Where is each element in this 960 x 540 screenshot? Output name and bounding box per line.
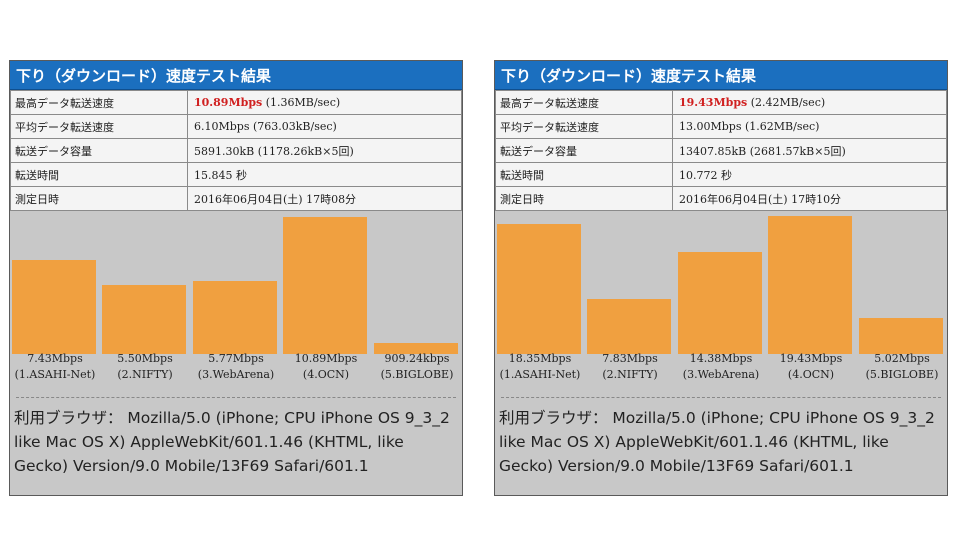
bar-5 — [374, 343, 458, 354]
bar-3 — [678, 252, 762, 354]
bar-category-label: (1.ASAHI-Net) — [14, 368, 96, 381]
bar-value-label: 18.35Mbps — [508, 352, 572, 365]
bar-value-label: 19.43Mbps — [779, 352, 843, 365]
bar-value-label: 14.38Mbps — [689, 352, 753, 365]
table-row: 転送時間 10.772 秒 — [495, 162, 947, 187]
speed-test-panel-1: 下り（ダウンロード）速度テスト結果 最高データ転送速度 10.89Mbps (1… — [9, 60, 463, 496]
row-label-datetime: 測定日時 — [495, 186, 673, 211]
max-speed-detail: (2.42MB/sec) — [747, 96, 826, 109]
row-label-avg-speed: 平均データ転送速度 — [495, 114, 673, 139]
divider — [501, 397, 941, 398]
row-value-data-size: 5891.30kB (1178.26kB×5回) — [187, 138, 462, 163]
bar-caption-1: 18.35Mbps (1.ASAHI-Net) — [495, 351, 585, 383]
row-label-data-size: 転送データ容量 — [495, 138, 673, 163]
bar-2 — [587, 299, 671, 354]
row-label-data-size: 転送データ容量 — [10, 138, 188, 163]
row-value-transfer-time: 15.845 秒 — [187, 162, 462, 187]
row-value-max-speed: 10.89Mbps (1.36MB/sec) — [187, 90, 462, 115]
row-label-transfer-time: 転送時間 — [495, 162, 673, 187]
table-row: 平均データ転送速度 6.10Mbps (763.03kB/sec) — [10, 114, 462, 139]
table-row: 最高データ転送速度 19.43Mbps (2.42MB/sec) — [495, 90, 947, 115]
bar-category-label: (5.BIGLOBE) — [380, 368, 454, 381]
row-value-transfer-time: 10.772 秒 — [672, 162, 947, 187]
user-agent-text: 利用ブラウザ： Mozilla/5.0 (iPhone; CPU iPhone … — [499, 406, 945, 478]
ua-line: 利用ブラウザ： Mozilla/5.0 (iPhone; CPU iPhone … — [499, 409, 935, 427]
result-table: 最高データ転送速度 10.89Mbps (1.36MB/sec) 平均データ転送… — [10, 90, 462, 211]
bar-value-label: 7.43Mbps — [27, 352, 83, 365]
bar-caption-2: 5.50Mbps (2.NIFTY) — [100, 351, 190, 383]
divider — [16, 397, 456, 398]
bar-category-label: (3.WebArena) — [197, 368, 275, 381]
max-speed-highlight: 10.89Mbps — [194, 96, 263, 109]
row-value-max-speed: 19.43Mbps (2.42MB/sec) — [672, 90, 947, 115]
table-row: 最高データ転送速度 10.89Mbps (1.36MB/sec) — [10, 90, 462, 115]
bar-category-label: (1.ASAHI-Net) — [499, 368, 581, 381]
bar-value-label: 5.02Mbps — [874, 352, 930, 365]
table-row: 転送時間 15.845 秒 — [10, 162, 462, 187]
bar-category-label: (2.NIFTY) — [602, 368, 658, 381]
bar-2 — [102, 285, 186, 354]
bar-category-label: (3.WebArena) — [682, 368, 760, 381]
bar-value-label: 5.77Mbps — [208, 352, 264, 365]
table-row: 転送データ容量 13407.85kB (2681.57kB×5回) — [495, 138, 947, 163]
bar-value-label: 10.89Mbps — [294, 352, 358, 365]
bar-3 — [193, 281, 277, 354]
ua-line: 利用ブラウザ： Mozilla/5.0 (iPhone; CPU iPhone … — [14, 409, 450, 427]
bar-category-label: (2.NIFTY) — [117, 368, 173, 381]
row-label-datetime: 測定日時 — [10, 186, 188, 211]
bar-caption-4: 19.43Mbps (4.OCN) — [766, 351, 856, 383]
max-speed-detail: (1.36MB/sec) — [262, 96, 341, 109]
row-value-avg-speed: 6.10Mbps (763.03kB/sec) — [187, 114, 462, 139]
row-label-transfer-time: 転送時間 — [10, 162, 188, 187]
row-value-data-size: 13407.85kB (2681.57kB×5回) — [672, 138, 947, 163]
speed-bar-chart — [495, 213, 947, 354]
ua-line: Gecko) Version/9.0 Mobile/13F69 Safari/6… — [499, 457, 854, 475]
ua-line: Gecko) Version/9.0 Mobile/13F69 Safari/6… — [14, 457, 369, 475]
bar-4 — [283, 217, 367, 354]
ua-line: like Mac OS X) AppleWebKit/601.1.46 (KHT… — [14, 433, 404, 451]
panel-title: 下り（ダウンロード）速度テスト結果 — [10, 61, 462, 90]
table-row: 測定日時 2016年06月04日(土) 17時08分 — [10, 186, 462, 211]
bar-category-label: (4.OCN) — [787, 368, 835, 381]
bar-value-label: 7.83Mbps — [602, 352, 658, 365]
row-label-max-speed: 最高データ転送速度 — [495, 90, 673, 115]
bar-caption-1: 7.43Mbps (1.ASAHI-Net) — [10, 351, 100, 383]
bar-caption-3: 14.38Mbps (3.WebArena) — [676, 351, 766, 383]
bar-1 — [12, 260, 96, 354]
speed-test-panel-2: 下り（ダウンロード）速度テスト結果 最高データ転送速度 19.43Mbps (2… — [494, 60, 948, 496]
bar-caption-4: 10.89Mbps (4.OCN) — [281, 351, 371, 383]
table-row: 平均データ転送速度 13.00Mbps (1.62MB/sec) — [495, 114, 947, 139]
table-row: 転送データ容量 5891.30kB (1178.26kB×5回) — [10, 138, 462, 163]
bar-category-label: (4.OCN) — [302, 368, 350, 381]
bar-caption-3: 5.77Mbps (3.WebArena) — [191, 351, 281, 383]
row-label-max-speed: 最高データ転送速度 — [10, 90, 188, 115]
bar-4 — [768, 216, 852, 354]
result-table: 最高データ転送速度 19.43Mbps (2.42MB/sec) 平均データ転送… — [495, 90, 947, 211]
bar-1 — [497, 224, 581, 354]
row-label-avg-speed: 平均データ転送速度 — [10, 114, 188, 139]
bar-caption-5: 909.24kbps (5.BIGLOBE) — [372, 351, 462, 383]
bar-caption-5: 5.02Mbps (5.BIGLOBE) — [857, 351, 947, 383]
bar-caption-2: 7.83Mbps (2.NIFTY) — [585, 351, 675, 383]
speed-bar-chart — [10, 213, 462, 354]
row-value-datetime: 2016年06月04日(土) 17時08分 — [187, 186, 462, 211]
table-row: 測定日時 2016年06月04日(土) 17時10分 — [495, 186, 947, 211]
bar-value-label: 909.24kbps — [384, 352, 450, 365]
bar-value-label: 5.50Mbps — [117, 352, 173, 365]
row-value-avg-speed: 13.00Mbps (1.62MB/sec) — [672, 114, 947, 139]
bar-5 — [859, 318, 943, 354]
bar-category-label: (5.BIGLOBE) — [865, 368, 939, 381]
ua-line: like Mac OS X) AppleWebKit/601.1.46 (KHT… — [499, 433, 889, 451]
max-speed-highlight: 19.43Mbps — [679, 96, 748, 109]
panel-title: 下り（ダウンロード）速度テスト結果 — [495, 61, 947, 90]
row-value-datetime: 2016年06月04日(土) 17時10分 — [672, 186, 947, 211]
user-agent-text: 利用ブラウザ： Mozilla/5.0 (iPhone; CPU iPhone … — [14, 406, 460, 478]
